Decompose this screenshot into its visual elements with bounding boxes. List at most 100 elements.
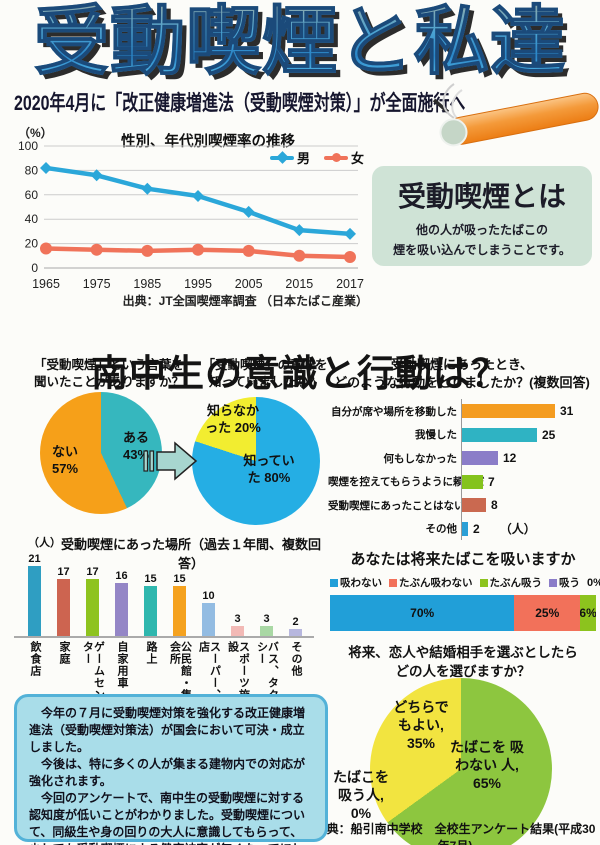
legend-item: 吸わない xyxy=(330,575,382,590)
section-heading: 南中生の意識と行動は？ xyxy=(91,352,509,394)
bar xyxy=(57,579,70,636)
definition-body: 他の人が吸ったたばこの 煙を吸い込んでしまうことです。 xyxy=(393,223,571,257)
svg-text:20: 20 xyxy=(25,237,39,251)
poster-title-shadow: 受動喫煙と私達 xyxy=(5,7,600,86)
pie-slice-label: たばこを 吸う人, 0% xyxy=(333,769,389,822)
diamond-marker-icon xyxy=(269,150,294,164)
stacked-bar-title: あなたは将来たばこを吸いますか xyxy=(350,551,576,568)
bar xyxy=(115,582,128,636)
bar-label: 公民館・集会所 xyxy=(168,641,192,701)
bar-value: 3 xyxy=(234,613,241,625)
pie-meaning-title: 「受動喫煙」の意味を 知っていましたか？ xyxy=(202,358,328,389)
bar-area: 31 xyxy=(461,399,596,423)
bar-box: 15 xyxy=(173,552,186,636)
bar-area: 25 xyxy=(461,422,596,447)
legend-label: 吸わない xyxy=(340,577,382,589)
x-axis-line xyxy=(14,636,314,638)
cigarette-body xyxy=(447,92,599,145)
cigarette-illustration xyxy=(432,83,599,147)
bar xyxy=(462,474,483,489)
bar-column: 16 自家用車 xyxy=(107,552,136,703)
bar-value: 10 xyxy=(202,589,215,602)
stacked-segment: 25% xyxy=(514,595,581,631)
svg-text:1995: 1995 xyxy=(184,277,212,291)
bar-area: 8 xyxy=(461,493,596,517)
line-chart-plot: 0 20 40 60 80 100 1965 1975 1985 1995 2005 2015 2017 xyxy=(18,139,364,291)
bar-area: 2 （人） xyxy=(461,516,596,541)
stacked-segment: 6% xyxy=(580,595,596,631)
legend-swatch-icon xyxy=(389,578,397,587)
bar xyxy=(289,629,302,636)
pie-words-chart xyxy=(40,392,162,514)
bar xyxy=(202,602,215,636)
bar xyxy=(462,498,486,513)
legend-item: 吸う xyxy=(549,575,580,590)
bar-label: ゲームセンター xyxy=(81,641,105,701)
bar xyxy=(462,521,468,536)
bar-box: 17 xyxy=(86,552,99,636)
bar-area: 7 xyxy=(461,469,596,494)
stacked-segment: 70% xyxy=(330,595,515,631)
bar-box: 21 xyxy=(28,552,41,636)
bar-box: 3 xyxy=(260,552,273,636)
summary-box: 今年の７月に受動喫煙対策を強化する改正健康増進法（受動喫煙対策法）が国会において… xyxy=(14,694,328,845)
legend-swatch-icon xyxy=(330,578,338,587)
bar-column: 15 路上 xyxy=(136,552,165,703)
bar xyxy=(231,626,244,636)
bar-label: 受動喫煙にあったことはない xyxy=(328,499,465,512)
bar-value: 2 xyxy=(473,521,480,536)
smoking-rate-trend-chart: （%） 性別、年代別喫煙率の推移 男女 0 20 40 60 80 100 1965 1975… xyxy=(6,124,370,316)
bar-label: 我慢した xyxy=(415,429,457,442)
bar-label: 飲食店 xyxy=(29,641,41,677)
stacked-bar-legend: 吸わない たぶん吸わない たぶん吸う 吸う 0% xyxy=(330,575,600,590)
bar-label: スポーツ施設 xyxy=(226,641,250,701)
svg-text:60: 60 xyxy=(25,188,39,202)
cigarette-tip xyxy=(439,118,468,147)
pie-slice-label: ない 57% xyxy=(51,444,79,476)
diamond-icon xyxy=(276,150,289,164)
bar-box: 15 xyxy=(144,552,157,636)
stacked-bar: 70% 25% 6% xyxy=(330,595,596,631)
definition-box: 受動喫煙とは 他の人が吸ったたばこの 煙を吸い込んでしまうことです。 xyxy=(372,166,592,266)
bar-box: 10 xyxy=(202,552,215,636)
pie-slice-label: たばこを 吸わない 人, 65% xyxy=(450,739,524,792)
bar-label: 路上 xyxy=(145,641,157,665)
bar-column: 10 スーパー、店 xyxy=(194,552,223,703)
bar-value: 31 xyxy=(560,404,574,419)
bar-label: その他 xyxy=(290,641,302,677)
poster-subtitle: 2020年4月に「改正健康増進法（受動喫煙対策）」が全面施行へ xyxy=(14,92,466,115)
bar-label: 自分が席や場所を移動した xyxy=(331,405,457,418)
bar-value: 17 xyxy=(86,566,99,579)
smoke-curl xyxy=(442,83,455,119)
bar xyxy=(144,586,157,636)
bar-label: その他 xyxy=(425,523,458,536)
bar-row: 我慢した 25 xyxy=(328,422,596,447)
bar-unit: （人） xyxy=(499,522,536,537)
bar-row: 何もしなかった 12 xyxy=(328,446,596,470)
legend-item: 女 xyxy=(323,148,364,167)
bar xyxy=(28,566,41,636)
bar-value: 16 xyxy=(115,569,128,582)
partner-pie-chart xyxy=(370,678,552,845)
svg-text:1965: 1965 xyxy=(32,277,60,291)
legend-label: 女 xyxy=(350,151,364,166)
bar-value: 17 xyxy=(57,566,70,579)
bar xyxy=(260,626,273,636)
svg-text:100: 100 xyxy=(18,139,38,153)
poster-title: 受動喫煙と私達 xyxy=(0,1,600,81)
bar xyxy=(462,404,555,419)
places-bar-columns: 21 飲食店 17 家庭 17 ゲームセンター 16 自家用車 15 路上 15 公民館・集会所 10 ス… xyxy=(20,552,310,703)
bar-row: その他 2 （人） xyxy=(328,516,596,541)
survey-source: 出典：船引南中学校 全校生アンケート結果(平成30年7月) xyxy=(314,822,596,845)
arrow-right-icon xyxy=(143,441,198,481)
bar-value: 21 xyxy=(28,553,41,565)
bar xyxy=(462,427,537,442)
legend-label: たぶん吸わない xyxy=(399,577,473,589)
bar-box: 3 xyxy=(231,552,244,636)
legend-swatch-icon xyxy=(549,578,557,587)
bar-column: 17 家庭 xyxy=(49,552,78,703)
bar-column: 3 バス、タクシー xyxy=(252,552,281,703)
circle-marker-icon xyxy=(323,152,348,162)
svg-text:2015: 2015 xyxy=(285,277,313,291)
